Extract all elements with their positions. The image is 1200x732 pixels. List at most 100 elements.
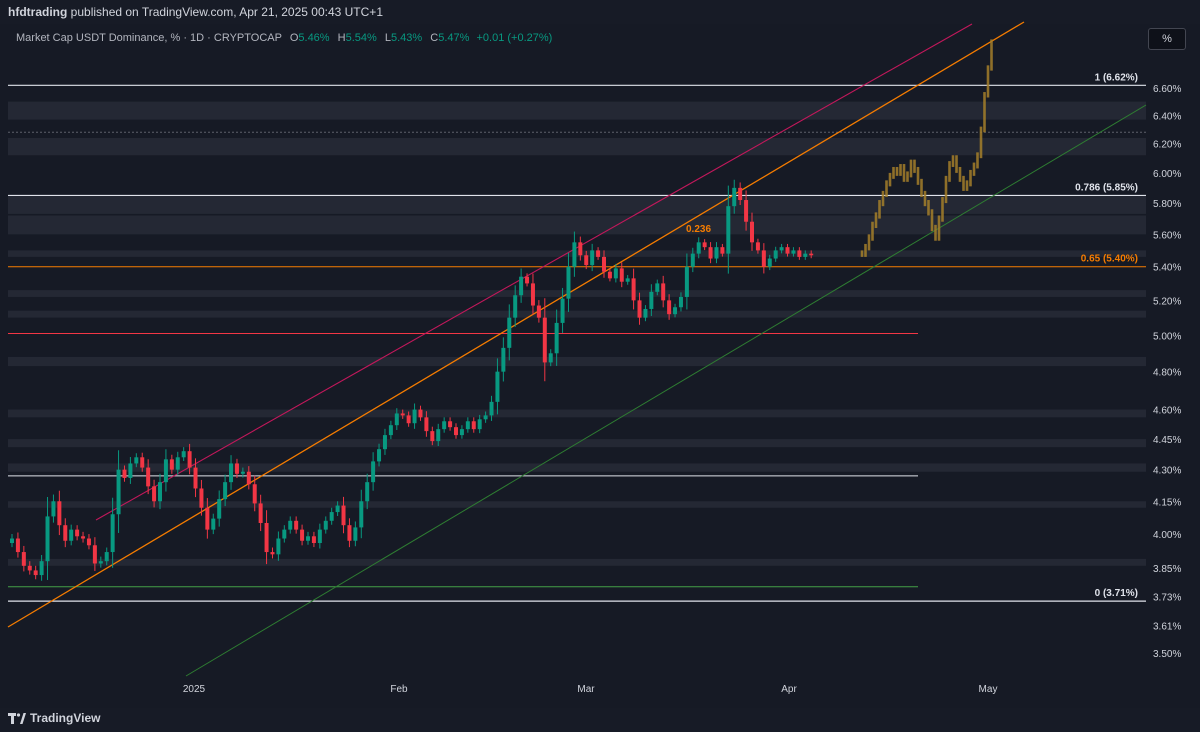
y-tick-label: 4.45% (1153, 435, 1181, 446)
exchange: CRYPTOCAP (213, 32, 282, 44)
symbol-title[interactable]: Market Cap USDT Dominance, % (16, 32, 181, 44)
candle-body (15, 538, 20, 553)
tradingview-logo[interactable]: TradingView (8, 711, 100, 725)
candle-body (110, 514, 115, 553)
y-tick-label: 6.00% (1153, 169, 1181, 180)
y-tick-label: 3.61% (1153, 621, 1181, 632)
projection-bar (969, 169, 972, 187)
candle-body (205, 507, 210, 530)
x-tick-label: Apr (781, 684, 797, 695)
candle-body (779, 247, 784, 251)
publisher-name[interactable]: hfdtrading (8, 5, 68, 19)
candle-body (323, 520, 328, 530)
candle-body (329, 512, 334, 521)
candle-body (152, 486, 157, 502)
candle-body (696, 242, 701, 254)
candle-body (276, 538, 281, 555)
close-value: 5.47% (438, 32, 470, 44)
projection-bar (913, 159, 916, 173)
projection-bar (937, 215, 941, 241)
tradingview-logo-icon (8, 712, 26, 724)
interval[interactable]: 1D (190, 32, 205, 44)
candle-body (223, 482, 228, 500)
y-tick-label: 5.40% (1153, 263, 1181, 274)
candle-body (755, 242, 760, 251)
candle-body (483, 415, 488, 420)
candle-body (264, 522, 269, 553)
y-tick-label: 3.73% (1153, 592, 1181, 603)
candle-body (240, 471, 245, 474)
candle-body (86, 538, 91, 546)
y-tick-label: 4.15% (1153, 497, 1181, 508)
projection-bar (878, 200, 881, 219)
candle-body (803, 253, 808, 257)
y-tick-label: 4.30% (1153, 466, 1181, 477)
candle-body (750, 221, 754, 243)
candle-body (116, 469, 121, 515)
candle-body (649, 291, 654, 309)
candle-body (353, 527, 358, 541)
candle-body (10, 538, 14, 544)
zone-band (8, 195, 1146, 214)
projection-bar (867, 234, 871, 251)
top-bar (0, 0, 1200, 24)
candle-body (773, 250, 778, 259)
projection-bar (948, 161, 951, 182)
candle-body (471, 421, 476, 430)
candle-body (382, 435, 387, 450)
candle-body (158, 482, 162, 502)
y-tick-label: 6.40% (1153, 111, 1181, 122)
candle-body (767, 258, 772, 267)
candle-body (489, 401, 494, 416)
candle-body (536, 305, 541, 318)
fib-level-label: 0.65 (5.40%) (1081, 254, 1138, 265)
candle-body (436, 429, 441, 442)
channel-level-label: 0.236 (686, 224, 711, 235)
candle-body (661, 283, 666, 301)
candle-body (501, 347, 506, 372)
percent-scale-button[interactable]: % (1148, 28, 1186, 50)
candle-body (92, 545, 97, 564)
candle-body (282, 529, 287, 539)
projection-bar (902, 164, 906, 182)
candle-body (797, 250, 802, 257)
candle-body (513, 295, 518, 318)
candle-body (51, 501, 56, 517)
candle-body (477, 419, 482, 430)
candle-body (39, 561, 44, 576)
candle-body (702, 242, 707, 248)
projection-bar (899, 164, 902, 176)
projection-bar (941, 196, 944, 222)
candle-body (619, 268, 624, 282)
candle-body (530, 283, 535, 306)
candle-body (27, 565, 32, 571)
candle-body (684, 266, 689, 297)
candle-body (288, 520, 293, 530)
zone-band (8, 558, 1146, 566)
fib-level-label: 0 (3.71%) (1095, 588, 1138, 599)
projection-bar (944, 175, 948, 204)
candle-body (542, 317, 547, 363)
candle-body (359, 501, 364, 528)
candle-body (21, 552, 26, 566)
candle-body (217, 499, 222, 519)
candle-body (33, 570, 38, 576)
candle-body (193, 467, 198, 489)
candle-body (720, 247, 725, 254)
candle-body (128, 463, 133, 478)
candle-body (81, 536, 86, 539)
candle-body (631, 278, 636, 301)
zone-band (8, 501, 1146, 508)
candle-body (181, 451, 186, 458)
zone-band (8, 356, 1146, 367)
projection-bar (920, 178, 923, 197)
x-tick-label: Feb (390, 684, 408, 695)
y-tick-label: 6.60% (1153, 84, 1181, 95)
y-tick-label: 5.20% (1153, 296, 1181, 307)
fib-level-label: 0.786 (5.85%) (1075, 182, 1138, 193)
candle-body (525, 276, 530, 284)
projection-bar (874, 212, 878, 229)
high-value: 5.54% (345, 32, 377, 44)
symbol-legend: Market Cap USDT Dominance, % · 1D · CRYP… (16, 32, 553, 44)
